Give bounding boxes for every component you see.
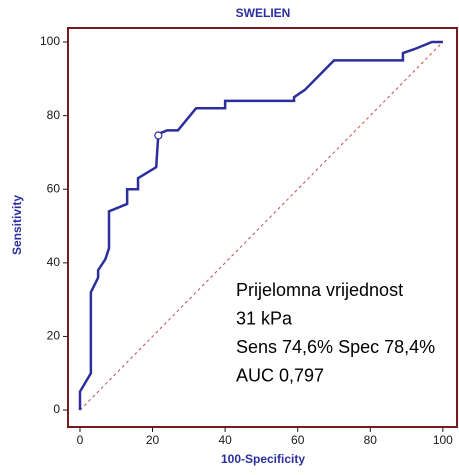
- annotation: 31 kPa: [236, 308, 293, 328]
- x-tick-label: 100: [433, 433, 453, 447]
- x-tick-label: 80: [364, 433, 378, 447]
- y-tick-label: 60: [47, 181, 61, 195]
- x-tick-label: 20: [146, 433, 160, 447]
- y-tick-label: 100: [40, 34, 60, 48]
- x-tick-label: 40: [218, 433, 232, 447]
- x-axis-title: 100-Specificity: [221, 452, 305, 466]
- x-tick-label: 0: [77, 433, 84, 447]
- chart-title: SWELIEN: [236, 6, 291, 20]
- criterion-marker: [154, 131, 163, 140]
- reference-diagonal: [79, 41, 444, 411]
- y-tick-label: 80: [47, 108, 61, 122]
- annotation: Sens 74,6% Spec 78,4%: [236, 337, 435, 357]
- x-tick-label: 60: [291, 433, 305, 447]
- annotation: AUC 0,797: [236, 365, 324, 385]
- y-tick-label: 0: [53, 402, 60, 416]
- y-tick-label: 20: [47, 329, 61, 343]
- plot-frame: [67, 27, 458, 428]
- y-axis-title: Sensitivity: [10, 195, 24, 255]
- y-tick-label: 40: [47, 255, 61, 269]
- annotation: Prijelomna vrijednost: [236, 280, 403, 300]
